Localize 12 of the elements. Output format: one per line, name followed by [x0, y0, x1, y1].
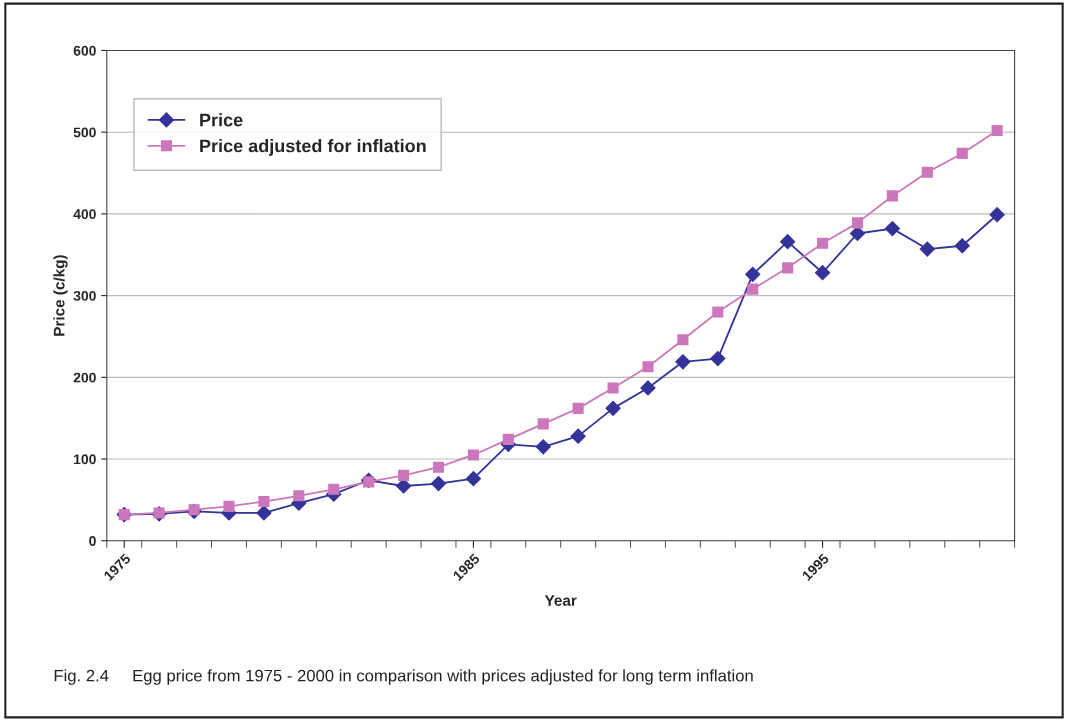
y-tick-label: 100 — [74, 454, 96, 465]
legend-label: Price — [200, 113, 243, 127]
y-tick-label: 0 — [89, 536, 96, 546]
caption: Fig. 2.4 Egg price from 1975 - 2000 in comparison with prices adjusted for long term inflation — [54, 669, 753, 685]
y-tick-label: 400 — [73, 209, 96, 220]
y-tick-label: 200 — [73, 372, 96, 383]
y-tick-label: 500 — [73, 127, 96, 138]
y-axis-title: Price (c/kg) — [53, 255, 68, 336]
y-tick-label: 300 — [73, 290, 96, 301]
x-axis-title: Year — [544, 595, 577, 606]
legend-label: Price adjusted for inflation — [200, 139, 426, 156]
y-tick-label: 600 — [73, 45, 96, 56]
